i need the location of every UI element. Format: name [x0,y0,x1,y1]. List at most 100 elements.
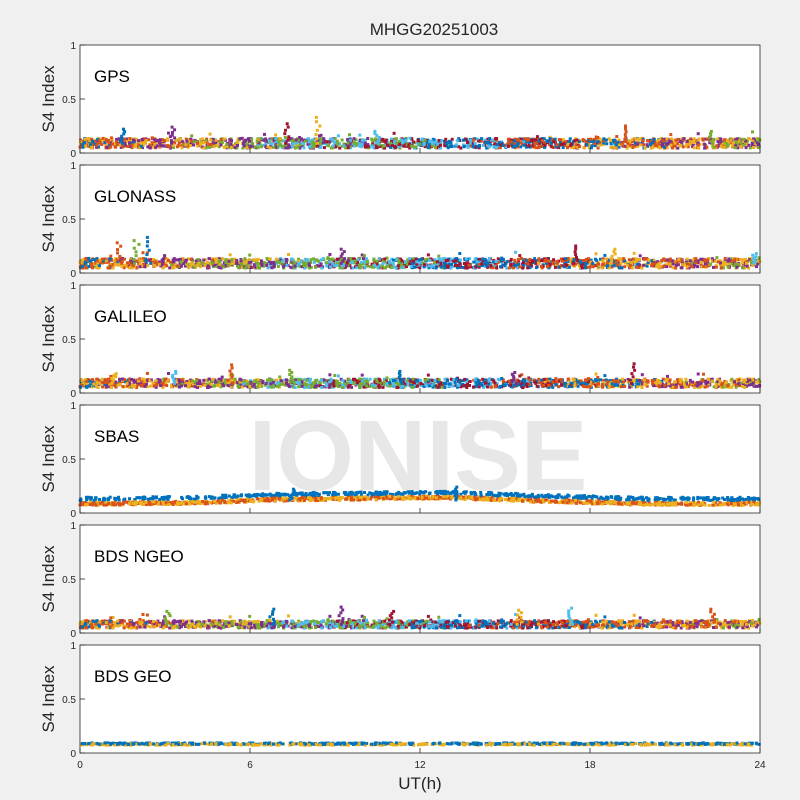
data-point [674,380,677,383]
data-point [647,259,650,262]
data-point [546,259,549,262]
data-point [754,255,757,258]
data-point [666,138,669,141]
data-point [540,265,543,268]
data-point [218,380,221,383]
data-point [90,146,93,149]
data-point [310,385,313,388]
data-point [677,263,680,266]
data-point [135,250,138,253]
data-point [173,128,176,131]
data-point [287,135,290,138]
data-point [507,141,510,144]
data-point [736,266,739,269]
data-point [411,386,414,389]
data-point [364,142,367,145]
data-point [522,264,525,267]
data-point [92,383,95,386]
data-point [665,265,668,268]
data-point [742,138,745,141]
data-point [697,146,700,149]
data-point [173,136,176,139]
data-point [310,258,313,261]
data-point [666,142,669,145]
data-point [261,263,264,266]
data-point [191,379,194,382]
data-point [727,265,730,268]
data-point [315,133,318,136]
data-point [469,380,472,383]
data-point [196,145,199,148]
data-point [113,260,116,263]
data-point [145,253,148,256]
data-point [734,384,737,387]
data-point [719,379,722,382]
data-point [751,378,754,381]
data-point [171,126,174,129]
data-point [196,382,199,385]
data-point [575,256,578,259]
data-point [674,386,677,389]
data-point [462,266,465,269]
data-point [84,261,87,264]
data-point [746,265,749,268]
data-point [552,140,555,143]
data-point [190,134,193,137]
data-point [400,138,403,141]
data-point [209,143,212,146]
data-point [606,381,609,384]
data-point [686,140,689,143]
data-point [120,265,123,268]
data-point [595,252,598,255]
data-point [146,145,149,148]
data-point [755,385,758,388]
data-point [639,143,642,146]
data-point [315,138,318,141]
data-point [360,145,363,148]
data-point [610,142,613,145]
data-point [291,142,294,145]
data-point [681,263,684,266]
data-point [568,385,571,388]
data-point [285,378,288,381]
data-point [418,143,421,146]
data-point [417,139,420,142]
data-point [745,262,748,265]
data-point [487,141,490,144]
data-point [672,386,675,389]
data-point [146,240,149,243]
data-point [378,386,381,389]
data-point [737,382,740,385]
data-point [602,263,605,266]
data-point [274,137,277,140]
data-point [554,383,557,386]
data-point [201,138,204,141]
data-point [557,385,560,388]
data-point [209,139,212,142]
panel-title: GPS [94,67,130,86]
data-point [522,261,525,264]
data-point [336,258,339,261]
data-point [117,264,120,267]
data-point [116,241,119,244]
data-point [720,145,723,148]
data-point [248,385,251,388]
data-point [635,260,638,263]
data-point [108,141,111,144]
data-point [123,258,126,261]
plot-area [80,45,760,153]
data-point [326,140,329,143]
data-point [518,375,521,378]
data-point [167,372,170,375]
data-point [128,137,131,140]
data-point [514,264,517,267]
data-point [706,259,709,262]
data-point [669,258,672,261]
subplot-gps: 00.51S4 Index GPS [39,41,761,160]
data-point [171,134,174,137]
data-point [320,267,323,270]
data-point [101,379,104,382]
data-point [215,144,218,147]
data-point [578,145,581,148]
data-point [200,262,203,265]
